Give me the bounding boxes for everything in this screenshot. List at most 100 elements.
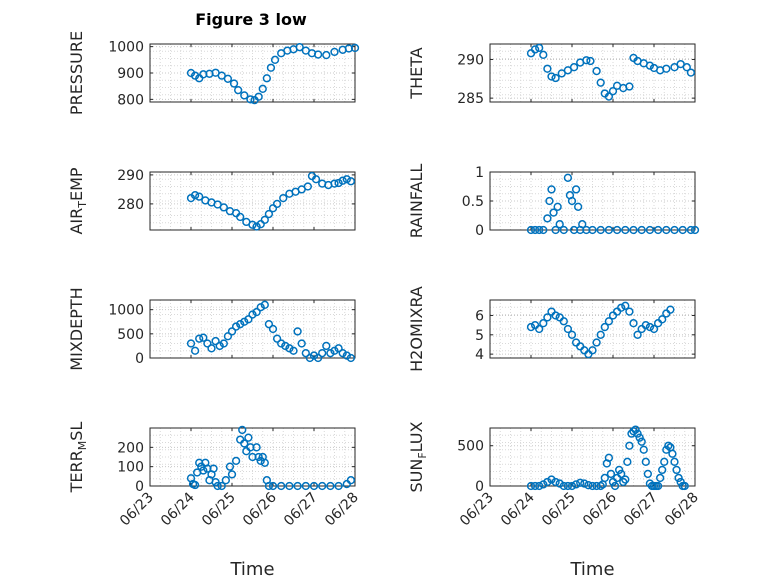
subplot-h2omixra: 4 5 6 H2OMIXRA	[407, 286, 696, 372]
data-point	[318, 349, 327, 358]
data-point	[545, 196, 554, 206]
y-axis-label: TERRMSL	[67, 422, 89, 494]
data-point	[223, 74, 233, 83]
data-point	[569, 63, 579, 72]
y-tick-label: 500	[117, 327, 144, 343]
data-point	[604, 317, 614, 326]
data-point	[547, 72, 556, 81]
data-point	[227, 470, 237, 479]
data-point	[682, 63, 691, 72]
y-tick-label: 290	[457, 52, 484, 68]
data-point	[260, 215, 269, 225]
data-point	[543, 477, 552, 487]
y-tick-label: 1000	[108, 303, 144, 319]
data-point	[215, 341, 224, 351]
data-point	[608, 87, 618, 96]
data-point	[301, 481, 310, 491]
data-point	[260, 300, 269, 309]
data-point	[252, 307, 261, 317]
data-point	[526, 225, 536, 235]
data-point	[660, 457, 669, 466]
data-point	[553, 202, 562, 211]
data-point	[653, 225, 663, 235]
data-point	[256, 303, 265, 312]
data-point	[604, 453, 614, 462]
y-axis-label: RAINFALL	[407, 164, 426, 239]
y-tick-label: 0	[135, 351, 144, 367]
data-point	[248, 220, 257, 229]
data-point	[313, 353, 323, 363]
data-point	[334, 344, 343, 353]
data-point	[625, 82, 634, 91]
data-point	[277, 481, 286, 491]
data-point	[236, 435, 245, 444]
data-point	[539, 50, 548, 59]
data-point	[551, 73, 560, 83]
data-point	[559, 225, 568, 235]
data-point	[625, 441, 634, 450]
data-point	[262, 74, 272, 83]
x-axis-label: Time	[569, 559, 614, 580]
data-point	[629, 225, 638, 235]
data-point	[623, 457, 632, 466]
data-point	[285, 481, 294, 491]
data-point	[254, 92, 263, 101]
y-axis-label: MIXDEPTH	[67, 287, 86, 370]
y-tick-label: 900	[117, 66, 144, 82]
data-point	[326, 481, 335, 491]
data-point	[574, 202, 583, 211]
y-axis-label: PRESSURE	[67, 31, 86, 115]
x-tick-label: 06/27	[281, 490, 321, 530]
data-point	[199, 466, 208, 475]
data-point	[330, 47, 339, 57]
subplot-theta: 285 290 THETA	[407, 43, 696, 107]
data-point	[563, 481, 573, 491]
data-point	[526, 481, 536, 491]
data-point	[277, 339, 286, 348]
data-point	[678, 225, 687, 235]
y-axis-label: THETA	[407, 47, 426, 99]
data-point	[588, 481, 597, 491]
data-point	[571, 480, 581, 489]
data-point	[297, 339, 306, 348]
data-point	[600, 473, 609, 483]
data-point	[686, 68, 696, 77]
data-point	[530, 45, 540, 54]
data-point	[635, 433, 644, 442]
y-tick-label: 4	[475, 347, 484, 363]
y-tick-label: 5	[475, 328, 484, 344]
y-tick-label: 0.5	[462, 194, 484, 210]
data-point	[551, 225, 560, 235]
data-point	[559, 481, 568, 491]
data-point	[547, 475, 556, 484]
data-point	[645, 322, 655, 332]
data-point	[281, 341, 290, 351]
y-tick-label: 1	[475, 165, 484, 181]
data-point	[621, 301, 630, 310]
data-point	[330, 179, 339, 188]
data-point	[264, 481, 274, 491]
x-tick-label: 06/24	[498, 489, 538, 529]
data-point	[268, 324, 278, 334]
data-point	[600, 322, 609, 332]
data-point	[229, 79, 239, 88]
data-point	[248, 310, 257, 319]
y-axis-label: AIRTEMP	[67, 167, 89, 234]
data-point	[270, 55, 280, 64]
data-point	[346, 476, 356, 485]
data-point	[338, 349, 347, 358]
data-point	[535, 43, 544, 53]
data-point	[252, 222, 261, 231]
data-point	[690, 225, 700, 235]
data-point	[633, 429, 642, 438]
data-point	[350, 43, 360, 53]
data-point	[530, 481, 540, 491]
data-point	[606, 469, 616, 479]
x-tick-label: 06/28	[662, 490, 702, 530]
data-point	[674, 473, 683, 483]
y-tick-label: 285	[457, 91, 484, 107]
data-point	[584, 481, 593, 490]
data-point	[190, 191, 200, 200]
axes-box	[489, 299, 696, 359]
data-point	[535, 225, 544, 235]
